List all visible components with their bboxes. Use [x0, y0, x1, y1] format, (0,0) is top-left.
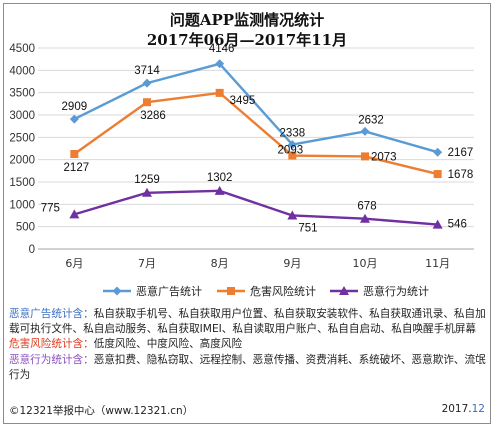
- y-tick-label: 2000: [9, 155, 35, 167]
- note-risk-label: 危害风险统计含：: [9, 338, 94, 351]
- note-behavior-label: 恶意行为统计含：: [9, 353, 94, 366]
- chart-subtitle: 2017年06月—2017年11月: [146, 31, 348, 49]
- series-line: [73, 91, 438, 176]
- legend-label: 危害风险统计: [250, 284, 316, 298]
- y-tick-label: 2500: [9, 132, 35, 144]
- x-tick-label: 10月: [353, 257, 378, 270]
- y-tick-label: 4000: [9, 65, 35, 77]
- data-point-triangle: [360, 213, 370, 223]
- data-label: 1678: [448, 169, 474, 181]
- data-point-square: [361, 152, 369, 161]
- footer-date: 2017.12: [442, 403, 485, 415]
- data-point-diamond: [360, 126, 370, 136]
- y-tick-label: 3000: [9, 110, 35, 122]
- note-ad-text: 私自获取手机号、私自获取用户位置、私自获取安装软件、私自获取通讯录、私自加载可执…: [9, 308, 486, 336]
- line-chart: 0 500 1000 1500 2000 2500 3000 3500 4000 4500 6月 7…: [9, 43, 474, 298]
- data-label: 2909: [62, 101, 88, 113]
- y-tick-label: 3500: [9, 88, 35, 100]
- data-label: 2338: [280, 128, 306, 140]
- data-point-triangle: [339, 286, 349, 295]
- series-line: [73, 62, 438, 154]
- note-risk: 危害风险统计含：低度风险、中度风险、高度风险: [9, 337, 487, 352]
- x-tick-label: 11月: [425, 257, 450, 270]
- data-point-diamond: [142, 78, 152, 88]
- data-label: 3286: [140, 110, 166, 122]
- footer-date-suffix: 12: [471, 403, 485, 415]
- data-point-triangle: [432, 219, 443, 229]
- data-label: 546: [448, 219, 467, 231]
- footer-date-prefix: 2017.: [441, 403, 472, 415]
- note-ad-label: 恶意广告统计含：: [9, 308, 94, 320]
- data-point-square: [288, 151, 297, 160]
- y-tick-label: 0: [29, 244, 35, 256]
- y-tick-label: 1000: [9, 199, 35, 211]
- chart-title: 问题APP监测情况统计: [169, 11, 325, 29]
- data-point-diamond: [69, 114, 79, 124]
- data-point-triangle: [69, 209, 80, 219]
- data-label: 1302: [207, 172, 233, 184]
- note-ad: 恶意广告统计含：私自获取手机号、私自获取用户位置、私自获取安装软件、私自获取通讯…: [9, 307, 487, 337]
- series-line: [73, 189, 438, 226]
- data-label: 2167: [448, 147, 474, 159]
- legend-label: 恶意广告统计: [136, 284, 202, 298]
- footer-source: ©12321举报中心（www.12321.cn）: [9, 405, 194, 417]
- data-point-diamond: [215, 59, 225, 69]
- note-risk-text: 低度风险、中度风险、高度风险: [93, 338, 243, 351]
- legend-label: 恶意行为统计: [363, 284, 429, 298]
- note-behavior-text: 恶意扣费、隐私窃取、远程控制、恶意传播、资费消耗、系统破坏、恶意欺诈、流氓行为: [9, 353, 486, 381]
- data-point-diamond: [112, 286, 122, 296]
- data-label: 775: [41, 202, 60, 214]
- chart-frame: [3, 3, 491, 424]
- data-point-diamond: [287, 140, 297, 150]
- y-tick-label: 500: [16, 222, 35, 234]
- data-label: 4146: [209, 43, 235, 55]
- data-label: 1259: [134, 174, 160, 186]
- data-label: 2073: [371, 151, 397, 163]
- data-label: 2127: [64, 162, 90, 174]
- x-tick-label: 9月: [283, 257, 301, 270]
- data-point-diamond: [433, 147, 443, 157]
- data-point-triangle: [214, 185, 225, 195]
- x-tick-label: 7月: [138, 257, 156, 270]
- data-label: 3714: [134, 65, 160, 77]
- note-behavior: 恶意行为统计含：恶意扣费、隐私窃取、远程控制、恶意传播、资费消耗、系统破坏、恶意…: [9, 353, 487, 383]
- x-tick-label: 6月: [65, 257, 83, 270]
- data-label: 751: [298, 222, 317, 234]
- data-point-square: [143, 98, 151, 107]
- y-tick-label: 1500: [9, 177, 35, 189]
- data-point-square: [433, 170, 442, 179]
- x-tick-label: 8月: [211, 257, 229, 270]
- data-label: 3495: [230, 95, 256, 107]
- data-point-triangle: [142, 187, 152, 197]
- data-point-square: [70, 149, 79, 158]
- y-tick-label: 4500: [9, 43, 35, 55]
- data-point-square: [227, 287, 235, 295]
- data-point-square: [215, 88, 224, 97]
- data-label: 2632: [358, 114, 384, 126]
- data-point-triangle: [287, 210, 298, 220]
- data-label: 2093: [278, 145, 304, 157]
- notes-block: 恶意广告统计含：私自获取手机号、私自获取用户位置、私自获取安装软件、私自获取通讯…: [9, 307, 487, 383]
- data-label: 678: [357, 201, 376, 213]
